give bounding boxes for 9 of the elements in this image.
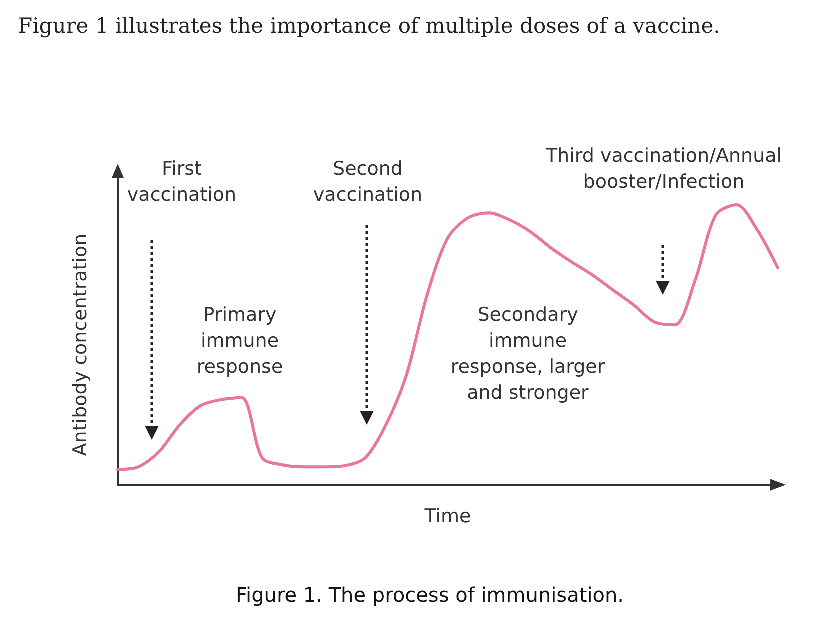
annotation: Secondary immune response, larger and stronger <box>450 303 606 406</box>
chart-title: Figure 1 illustrates the importance of multiple doses of a vaccine. <box>18 14 720 38</box>
annotation: Second vaccination <box>313 157 423 208</box>
caption: Figure 1. The process of immunisation. <box>236 582 624 608</box>
annotation: Primary immune response <box>196 303 284 380</box>
x-axis-title: Time <box>424 506 472 528</box>
text: Third vaccination/Annual booster/Infection <box>546 144 782 195</box>
annotation: First vaccination <box>127 157 237 208</box>
y-axis-title: Antibody concentration <box>70 234 92 456</box>
